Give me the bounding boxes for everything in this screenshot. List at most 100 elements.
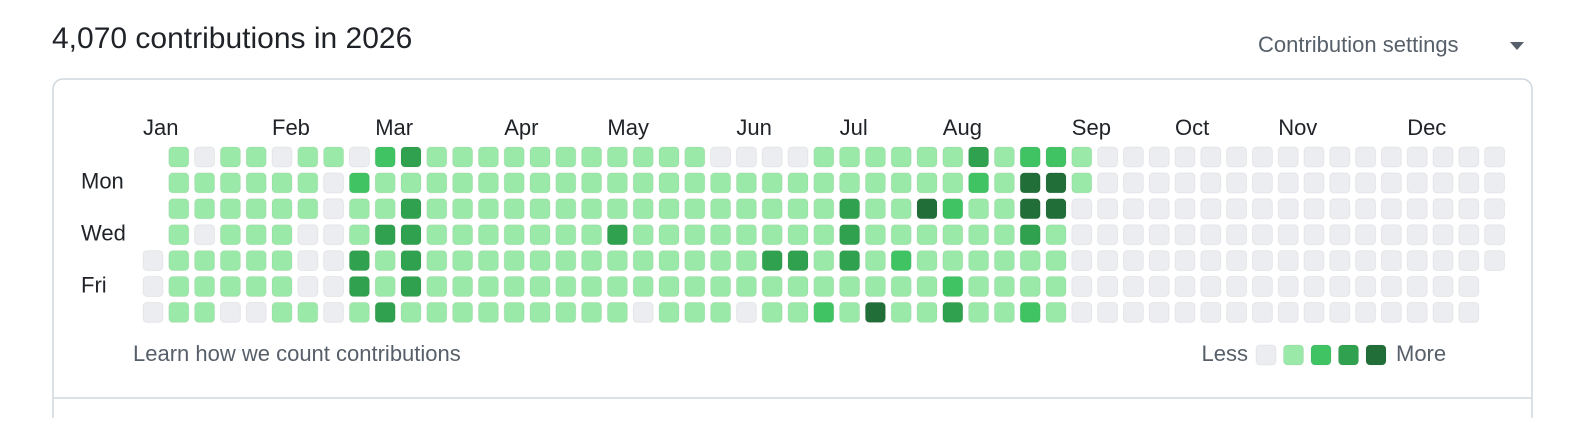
day-cell	[1406, 146, 1428, 168]
day-cell	[477, 172, 499, 194]
day-cell	[787, 198, 809, 220]
day-cell	[1148, 172, 1170, 194]
day-cell	[1458, 146, 1480, 168]
month-label: Nov	[1278, 115, 1317, 140]
day-cell	[1019, 172, 1041, 194]
day-cell	[168, 172, 190, 194]
day-cell	[1458, 198, 1480, 220]
day-cell	[1097, 198, 1119, 220]
day-cell	[839, 250, 861, 272]
day-cell	[529, 198, 551, 220]
day-cell	[1432, 224, 1454, 246]
day-cell	[1303, 224, 1325, 246]
day-cell	[1122, 146, 1144, 168]
day-cell	[1097, 250, 1119, 272]
day-cell	[968, 172, 990, 194]
day-cell	[735, 276, 757, 297]
day-cell	[374, 276, 396, 297]
day-cell	[219, 198, 241, 220]
day-cell	[813, 301, 835, 323]
help-link[interactable]: Learn how we count contributions	[133, 341, 461, 366]
day-cell	[993, 172, 1015, 194]
day-cell	[219, 301, 241, 323]
day-cell	[271, 172, 293, 194]
day-cell	[271, 146, 293, 168]
day-cell	[1019, 224, 1041, 246]
day-cell	[993, 250, 1015, 272]
day-cell	[1045, 172, 1067, 194]
day-cell	[426, 224, 448, 246]
day-cell	[142, 250, 164, 272]
legend-less: Less	[1202, 341, 1248, 366]
day-cell	[1458, 250, 1480, 272]
day-cell	[606, 198, 628, 220]
day-cell	[1174, 146, 1196, 168]
day-cell	[297, 172, 319, 194]
graph-box	[52, 78, 1533, 423]
day-cell	[632, 276, 654, 297]
day-cell	[1251, 276, 1273, 297]
day-cell	[271, 301, 293, 323]
day-cell	[1122, 276, 1144, 297]
day-cell	[1303, 276, 1325, 297]
day-cell	[1045, 301, 1067, 323]
day-cell	[1148, 224, 1170, 246]
day-cell	[735, 198, 757, 220]
day-cell	[890, 146, 912, 168]
day-cell	[374, 301, 396, 323]
day-cell	[684, 250, 706, 272]
settings-button[interactable]: Contribution settings	[1258, 32, 1459, 57]
day-cell	[400, 224, 422, 246]
day-cell	[271, 250, 293, 272]
day-cell	[1277, 198, 1299, 220]
day-cell	[555, 198, 577, 220]
day-cell	[1458, 224, 1480, 246]
day-cell	[1097, 301, 1119, 323]
day-cell	[890, 224, 912, 246]
day-cell	[1432, 198, 1454, 220]
day-cell	[1019, 146, 1041, 168]
day-cell	[1277, 224, 1299, 246]
day-cell	[632, 301, 654, 323]
day-cell	[1432, 301, 1454, 323]
day-cell	[942, 198, 964, 220]
day-cell	[245, 250, 267, 272]
day-label: Mon	[81, 169, 124, 194]
day-cell	[735, 172, 757, 194]
day-cell	[813, 276, 835, 297]
day-cell	[1122, 198, 1144, 220]
day-cell	[1200, 301, 1222, 323]
day-cell	[555, 146, 577, 168]
day-cell	[1355, 172, 1377, 194]
dropdown-caret[interactable]	[1510, 42, 1524, 50]
day-cell	[1174, 198, 1196, 220]
day-cell	[916, 250, 938, 272]
day-cell	[555, 224, 577, 246]
day-cell	[219, 276, 241, 297]
day-cell	[245, 198, 267, 220]
day-cell	[271, 198, 293, 220]
day-cell	[503, 276, 525, 297]
day-cell	[1019, 198, 1041, 220]
day-cell	[1097, 276, 1119, 297]
day-cell	[374, 198, 396, 220]
day-cell	[684, 172, 706, 194]
day-cell	[864, 276, 886, 297]
day-cell	[581, 146, 603, 168]
day-cell	[1484, 146, 1506, 168]
day-cell	[890, 276, 912, 297]
day-cell	[839, 301, 861, 323]
day-cell	[1045, 198, 1067, 220]
day-cell	[916, 276, 938, 297]
day-cell	[1303, 301, 1325, 323]
day-cell	[555, 250, 577, 272]
day-cell	[1226, 172, 1248, 194]
day-cell	[942, 250, 964, 272]
day-cell	[813, 146, 835, 168]
day-cell	[890, 172, 912, 194]
day-cell	[1174, 224, 1196, 246]
day-cell	[632, 198, 654, 220]
month-label: Oct	[1175, 115, 1209, 140]
day-cell	[1226, 301, 1248, 323]
day-cell	[761, 198, 783, 220]
